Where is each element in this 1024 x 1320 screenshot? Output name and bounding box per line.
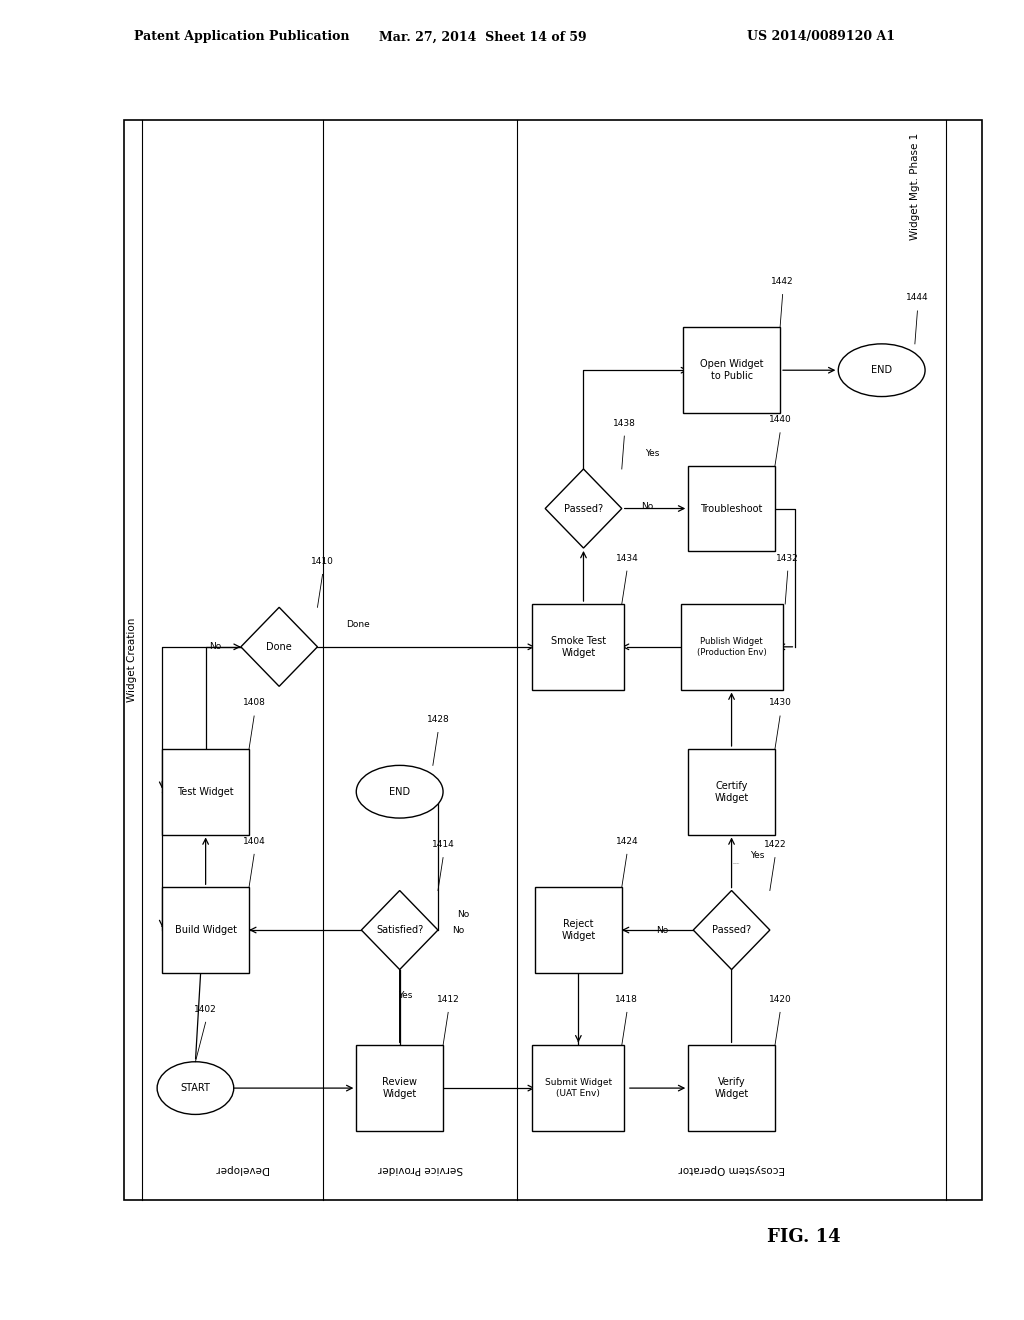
Polygon shape xyxy=(361,891,438,970)
Text: 1422: 1422 xyxy=(764,840,786,849)
Text: Mar. 27, 2014  Sheet 14 of 59: Mar. 27, 2014 Sheet 14 of 59 xyxy=(379,30,587,44)
FancyBboxPatch shape xyxy=(162,748,249,834)
Text: 1402: 1402 xyxy=(195,1005,217,1014)
FancyBboxPatch shape xyxy=(532,605,625,689)
Text: 1418: 1418 xyxy=(615,995,638,1003)
Text: Smoke Test
Widget: Smoke Test Widget xyxy=(551,636,606,657)
FancyBboxPatch shape xyxy=(688,1045,775,1131)
Text: 1430: 1430 xyxy=(769,698,792,708)
Text: Reject
Widget: Reject Widget xyxy=(561,919,596,941)
Text: Patent Application Publication: Patent Application Publication xyxy=(134,30,349,44)
Text: Yes: Yes xyxy=(397,991,412,1001)
FancyBboxPatch shape xyxy=(688,748,775,834)
Text: No: No xyxy=(641,502,653,511)
Text: 1434: 1434 xyxy=(615,553,638,562)
FancyBboxPatch shape xyxy=(681,605,782,689)
FancyBboxPatch shape xyxy=(535,887,622,973)
Text: Widget Mgt. Phase 1: Widget Mgt. Phase 1 xyxy=(910,133,921,240)
Ellipse shape xyxy=(157,1061,233,1114)
Text: Widget Creation: Widget Creation xyxy=(127,618,137,702)
Polygon shape xyxy=(241,607,317,686)
Text: Passed?: Passed? xyxy=(564,503,603,513)
FancyBboxPatch shape xyxy=(683,327,780,413)
Text: Submit Widget
(UAT Env): Submit Widget (UAT Env) xyxy=(545,1078,612,1098)
Text: No: No xyxy=(453,925,465,935)
Text: Yes: Yes xyxy=(750,850,764,859)
Text: Troubleshoot: Troubleshoot xyxy=(700,503,763,513)
Text: Developer: Developer xyxy=(215,1164,268,1173)
Text: 1438: 1438 xyxy=(613,418,636,428)
Text: 1408: 1408 xyxy=(243,698,265,708)
Text: Done: Done xyxy=(346,620,371,630)
Text: 1432: 1432 xyxy=(776,553,799,562)
FancyBboxPatch shape xyxy=(162,887,249,973)
Text: Publish Widget
(Production Env): Publish Widget (Production Env) xyxy=(696,638,766,656)
Polygon shape xyxy=(693,891,770,970)
Text: 1428: 1428 xyxy=(427,715,450,723)
Text: 1410: 1410 xyxy=(311,557,334,566)
Text: Passed?: Passed? xyxy=(712,925,752,935)
Text: Service Provider: Service Provider xyxy=(378,1164,463,1173)
Text: No: No xyxy=(209,643,221,651)
Text: 1424: 1424 xyxy=(615,837,638,846)
Text: 1404: 1404 xyxy=(243,837,265,846)
FancyBboxPatch shape xyxy=(356,1045,443,1131)
Text: No: No xyxy=(656,925,669,935)
Text: US 2014/0089120 A1: US 2014/0089120 A1 xyxy=(746,30,895,44)
Text: END: END xyxy=(871,366,892,375)
Text: Build Widget: Build Widget xyxy=(175,925,237,935)
Text: Review
Widget: Review Widget xyxy=(382,1077,417,1098)
Text: 1440: 1440 xyxy=(769,416,792,424)
Text: 1444: 1444 xyxy=(906,293,929,302)
FancyBboxPatch shape xyxy=(688,466,775,552)
Ellipse shape xyxy=(839,345,925,396)
Text: 1420: 1420 xyxy=(769,995,792,1003)
Text: Certify
Widget: Certify Widget xyxy=(715,781,749,803)
Text: Test Widget: Test Widget xyxy=(177,787,233,797)
Text: No: No xyxy=(458,909,470,919)
FancyBboxPatch shape xyxy=(124,120,982,1200)
Text: Verify
Widget: Verify Widget xyxy=(715,1077,749,1098)
Text: Done: Done xyxy=(266,642,292,652)
FancyBboxPatch shape xyxy=(532,1045,625,1131)
Text: Satisfied?: Satisfied? xyxy=(376,925,423,935)
Text: FIG. 14: FIG. 14 xyxy=(767,1228,841,1246)
Text: Ecosystem Operator: Ecosystem Operator xyxy=(678,1164,784,1173)
Text: Yes: Yes xyxy=(645,449,659,458)
Text: END: END xyxy=(389,787,411,797)
Text: 1442: 1442 xyxy=(771,277,794,286)
Ellipse shape xyxy=(356,766,443,818)
Polygon shape xyxy=(545,469,622,548)
Text: START: START xyxy=(180,1084,210,1093)
Text: Open Widget
to Public: Open Widget to Public xyxy=(699,359,763,381)
Text: 1412: 1412 xyxy=(437,995,460,1003)
Text: 1414: 1414 xyxy=(432,840,455,849)
